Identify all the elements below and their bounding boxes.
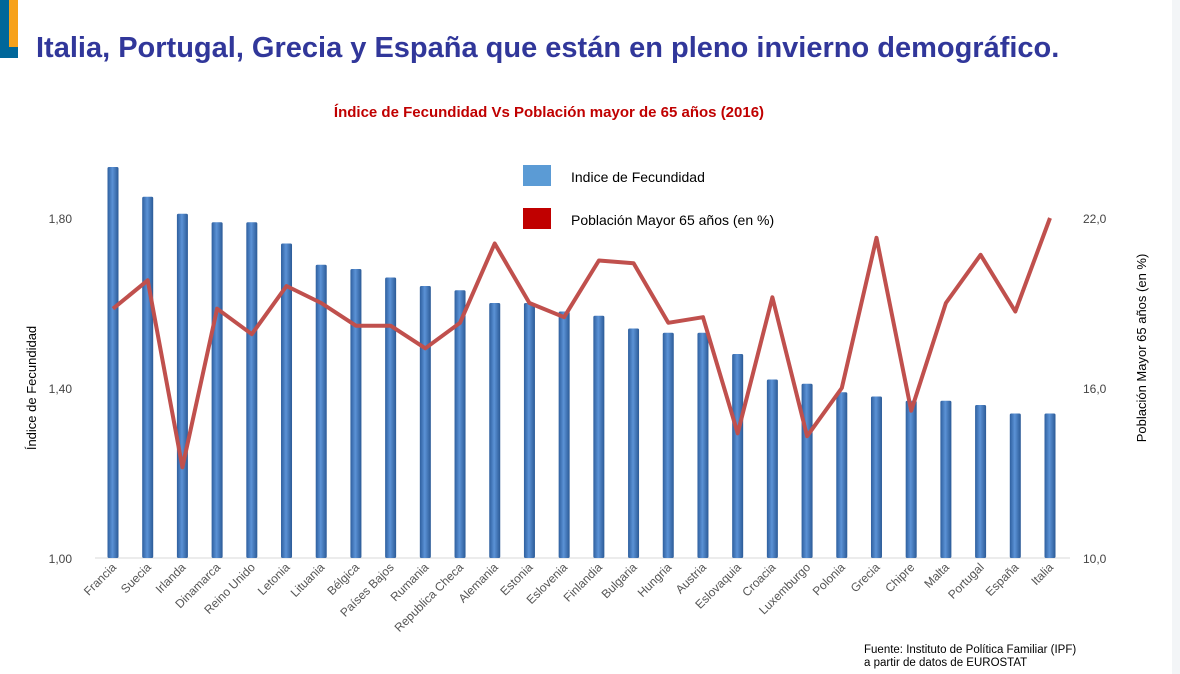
y2-axis-label: Población Mayor 65 años (en %) [1134,254,1149,443]
bar [836,392,848,558]
y-tick-label: 1,40 [49,382,73,396]
y-tick-label: 1,00 [49,552,73,566]
x-tick-label: España [983,560,1022,599]
source-line-2: a partir de datos de EUROSTAT [864,657,1028,669]
accent-bar-orange [9,0,18,47]
x-tick-label: Lituania [288,560,328,600]
bar [1009,413,1021,558]
x-tick-label: Finlandia [561,560,606,605]
chart-title: Índice de Fecundidad Vs Población mayor … [334,104,764,121]
x-tick-label: Hungria [635,560,675,600]
bar [628,328,640,558]
bar [801,383,813,558]
bar [662,332,674,558]
x-tick-label: Suecia [118,560,154,596]
bar [281,243,293,558]
x-tick-label: Chipre [882,560,917,595]
x-tick-label: Bulgaria [599,560,640,601]
y-axis-label: Índice de Fecundidad [24,326,39,450]
line-series [111,217,1052,470]
bar [732,354,744,558]
bar [523,303,535,558]
y-tick-label: 1,80 [49,212,73,226]
bar [176,213,188,558]
bar [315,264,327,558]
bar [489,303,501,558]
bar [454,290,466,558]
bar [697,332,709,558]
legend-label-line: Población Mayor 65 años (en %) [571,212,774,228]
bar [766,379,778,558]
bar [246,222,258,558]
legend-label-bars: Indice de Fecundidad [571,169,705,185]
x-tick-label: Portugal [945,560,987,602]
bar [107,167,119,558]
bar [593,315,605,558]
legend-swatch-bars [523,165,551,186]
bar [419,286,431,558]
source-note: Fuente: Instituto de Política Familiar (… [864,644,1076,670]
slide-edge [1172,0,1180,674]
bar [385,277,397,558]
legend: Indice de Fecundidad Población Mayor 65 … [523,165,774,229]
slide-title: Italia, Portugal, Grecia y España que es… [36,32,1060,64]
x-tick-label: Polonia [810,560,848,598]
x-tick-label: Letonia [255,560,293,598]
x-tick-label: Grecia [848,560,883,595]
y2-tick-label: 22,0 [1083,212,1107,226]
x-tick-label: Francia [81,560,119,598]
x-tick-label: Italia [1028,560,1056,588]
bar [975,405,987,558]
bar [350,269,362,558]
y2-tick-label: 16,0 [1083,382,1107,396]
legend-swatch-line [523,208,551,229]
y2-tick-label: 10,0 [1083,552,1107,566]
bar [1044,413,1056,558]
bar [211,222,223,558]
bar [940,400,952,558]
bar [142,196,154,558]
bar [870,396,882,558]
bar [558,311,570,558]
x-tick-label: Malta [921,560,952,591]
source-line-1: Fuente: Instituto de Política Familiar (… [864,644,1077,656]
bar [905,400,917,558]
